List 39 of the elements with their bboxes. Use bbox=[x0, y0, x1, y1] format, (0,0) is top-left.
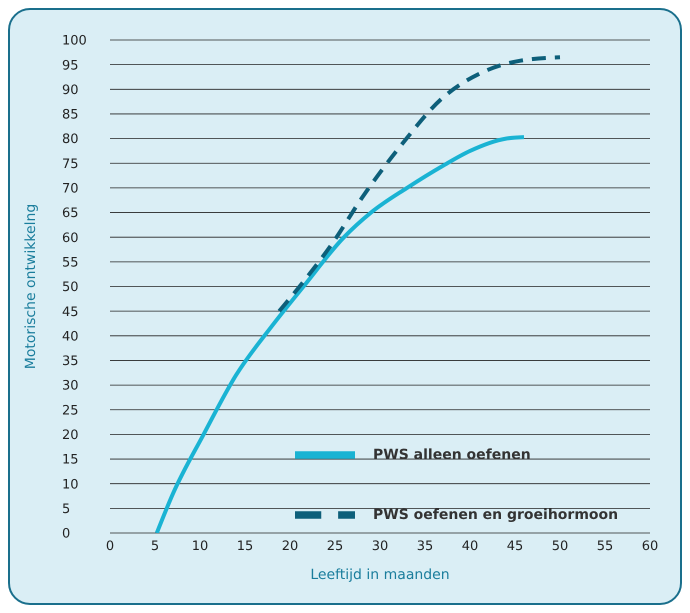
x-tick-label: 25 bbox=[326, 539, 344, 554]
x-tick-label: 30 bbox=[372, 539, 388, 554]
y-tick-label: 30 bbox=[62, 378, 79, 394]
y-tick-label: 100 bbox=[62, 34, 87, 49]
x-tick-label: 60 bbox=[642, 539, 658, 554]
y-tick-label: 85 bbox=[62, 108, 79, 123]
y-tick-label: 65 bbox=[62, 206, 79, 222]
x-tick-label: 40 bbox=[462, 539, 478, 554]
y-tick-label: 20 bbox=[62, 428, 79, 444]
x-tick-label: 0 bbox=[106, 539, 114, 554]
x-tick-label: 45 bbox=[506, 539, 524, 554]
y-tick-label: 45 bbox=[62, 304, 79, 320]
y-tick-label: 50 bbox=[62, 280, 79, 296]
y-tick-label: 0 bbox=[62, 526, 70, 542]
y-tick-label: 90 bbox=[62, 82, 79, 98]
x-tick-label: 55 bbox=[596, 539, 614, 554]
legend-label: PWS alleen oefenen bbox=[373, 446, 531, 463]
line-series bbox=[277, 55, 562, 314]
y-tick-label: 10 bbox=[62, 477, 79, 492]
x-tick-label: 10 bbox=[192, 539, 208, 554]
y-tick-label: 5 bbox=[62, 502, 70, 517]
x-tick-label: 35 bbox=[416, 539, 434, 554]
y-axis-title: Motorische ontwikkelng bbox=[22, 204, 39, 370]
y-tick-label: 35 bbox=[62, 354, 79, 370]
y-tick-label: 40 bbox=[62, 329, 79, 344]
y-tick-label: 55 bbox=[62, 255, 79, 270]
x-tick-label: 50 bbox=[552, 539, 568, 554]
legend-label: PWS oefenen en groeihormoon bbox=[373, 506, 618, 523]
y-tick-label: 75 bbox=[62, 156, 79, 172]
y-tick-label: 15 bbox=[62, 452, 79, 468]
x-axis-title: Leeftijd in maanden bbox=[310, 567, 450, 583]
y-tick-label: 25 bbox=[62, 403, 79, 418]
x-tick-label: 20 bbox=[282, 539, 298, 554]
y-tick-label: 80 bbox=[62, 132, 79, 148]
y-tick-label: 70 bbox=[62, 182, 79, 197]
x-tick-label: 5 bbox=[150, 539, 160, 554]
y-tick-label: 95 bbox=[62, 58, 79, 74]
x-tick-label: 15 bbox=[236, 539, 254, 554]
y-tick-label: 60 bbox=[62, 230, 79, 246]
